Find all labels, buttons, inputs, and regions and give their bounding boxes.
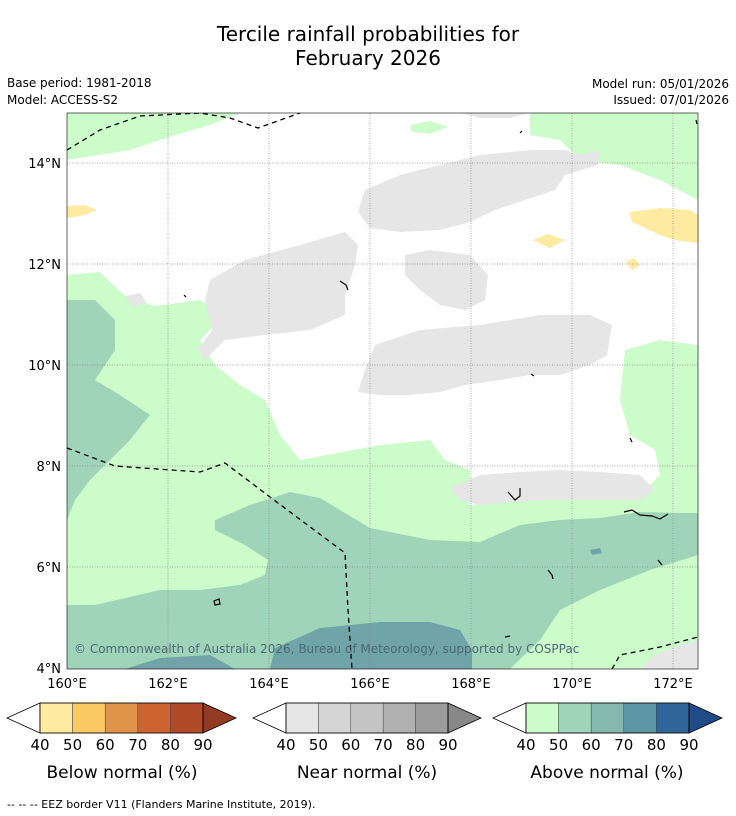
gridlines xyxy=(67,113,698,669)
colorbar-above-outline xyxy=(525,702,690,734)
above-normal-50-south-region xyxy=(67,492,698,669)
colorbar-above-segment xyxy=(558,702,592,734)
model-name: Model: ACCESS-S2 xyxy=(7,93,119,107)
colorbar-near-segment xyxy=(382,702,416,734)
colorbar-above-segment xyxy=(525,702,559,734)
lat-label-10n: 10°N xyxy=(28,359,61,374)
colorbar-above-segment xyxy=(656,702,690,734)
colorbar-below-segment xyxy=(72,702,106,734)
colorbar-below-label: Below normal (%) xyxy=(47,763,198,783)
colorbar-below-tick: 50 xyxy=(63,736,82,754)
above-normal-60-blob xyxy=(590,548,602,555)
colorbar-above-tick: 90 xyxy=(679,736,698,754)
eez-footnote: -- -- -- EEZ border V11 (Flanders Marine… xyxy=(7,798,315,811)
near-normal-south-region xyxy=(450,470,655,505)
colorbar-near-segment xyxy=(415,702,449,734)
colorbar-below-tick: 90 xyxy=(193,736,212,754)
colorbar-near-tick: 70 xyxy=(374,736,393,754)
near-normal-southeast-corner xyxy=(640,640,698,669)
colorbar-below-high-extend xyxy=(202,702,237,734)
base-period: Base period: 1981-2018 xyxy=(7,76,152,90)
lat-label-4n: 4°N xyxy=(37,662,62,677)
below-normal-west-patch xyxy=(67,205,97,218)
chart-title-line2: February 2026 xyxy=(295,46,441,70)
lon-label-162e: 162°E xyxy=(148,677,188,692)
colorbar-below-tick: 60 xyxy=(96,736,115,754)
lon-label-166e: 166°E xyxy=(350,677,390,692)
colorbar-above-tick: 80 xyxy=(647,736,666,754)
colorbar-below-segment xyxy=(39,702,73,734)
near-normal-north-region xyxy=(358,150,600,232)
colorbar-near-segment xyxy=(350,702,384,734)
lon-label-160e: 160°E xyxy=(47,677,87,692)
colorbar-above-tick: 50 xyxy=(549,736,568,754)
above-normal-40-patch xyxy=(410,121,448,134)
colorbar-above-label: Above normal (%) xyxy=(530,763,683,783)
chart-title-line1: Tercile rainfall probabilities for xyxy=(216,22,520,46)
lon-label-170e: 170°E xyxy=(552,677,592,692)
above-normal-60-region xyxy=(270,622,472,669)
below-normal-mid-patch xyxy=(533,234,565,248)
colorbar-near-label: Near normal (%) xyxy=(297,763,437,783)
above-normal-50-west-region xyxy=(67,300,150,520)
colorbar-below-tick: 70 xyxy=(128,736,147,754)
colorbar-above: 40 50 60 70 80 90 Above normal (%) xyxy=(492,702,723,783)
above-normal-40-northeast xyxy=(530,113,698,200)
lat-label-14n: 14°N xyxy=(28,157,61,172)
copyright-notice: © Commonwealth of Australia 2026, Bureau… xyxy=(74,642,579,656)
colorbar-near-segment xyxy=(285,702,319,734)
colorbar-near-tick: 60 xyxy=(341,736,360,754)
near-normal-east-region xyxy=(358,315,612,395)
colorbar-below-outline xyxy=(39,702,204,734)
colorbar-below-low-extend xyxy=(6,702,41,734)
near-normal-top-patch xyxy=(460,113,530,118)
islands xyxy=(183,119,698,638)
colorbar-below-tick: 80 xyxy=(161,736,180,754)
colorbar-near-tick: 50 xyxy=(309,736,328,754)
colorbar-near-low-extend xyxy=(252,702,287,734)
model-run: Model run: 05/01/2026 xyxy=(591,77,729,91)
colorbar-below-segment xyxy=(104,702,139,734)
issued-date: Issued: 07/01/2026 xyxy=(613,93,729,107)
lon-label-172e: 172°E xyxy=(653,677,693,692)
colorbar-near-segment xyxy=(318,702,352,734)
near-normal-mid-region xyxy=(405,250,488,310)
colorbar-below-segment xyxy=(170,702,204,734)
colorbar-above-tick: 40 xyxy=(516,736,535,754)
colorbar-above-segment xyxy=(590,702,625,734)
eez-borders xyxy=(67,113,698,669)
colorbar-near-outline xyxy=(285,702,449,734)
colorbar-above-tick: 70 xyxy=(614,736,633,754)
near-normal-small-patch xyxy=(125,293,146,307)
lat-label-12n: 12°N xyxy=(28,258,61,273)
lon-label-164e: 164°E xyxy=(249,677,289,692)
colorbar-near-tick: 80 xyxy=(406,736,425,754)
colorbar-near-tick: 90 xyxy=(438,736,457,754)
lat-label-6n: 6°N xyxy=(37,561,62,576)
colorbar-near-tick: 40 xyxy=(276,736,295,754)
colorbar-below-tick: 40 xyxy=(30,736,49,754)
colorbar-below-segment xyxy=(137,702,171,734)
colorbar-near-high-extend xyxy=(447,702,482,734)
colorbar-above-low-extend xyxy=(492,702,527,734)
colorbar-above-tick: 60 xyxy=(582,736,601,754)
map-frame xyxy=(66,112,699,670)
lat-label-8n: 8°N xyxy=(37,460,62,475)
colorbar-above-segment xyxy=(623,702,657,734)
above-normal-40-north xyxy=(67,113,240,160)
colorbar-above-high-extend xyxy=(688,702,723,734)
colorbars: 40 50 60 70 80 90 Below normal (%) 40 50 60 70 80 90… xyxy=(6,702,723,783)
below-normal-east-patch xyxy=(630,208,698,243)
map-plot-area: © Commonwealth of Australia 2026, Bureau… xyxy=(67,113,698,669)
lon-label-168e: 168°E xyxy=(451,677,491,692)
above-normal-60-strip xyxy=(125,655,235,669)
colorbar-below: 40 50 60 70 80 90 Below normal (%) xyxy=(6,702,237,783)
